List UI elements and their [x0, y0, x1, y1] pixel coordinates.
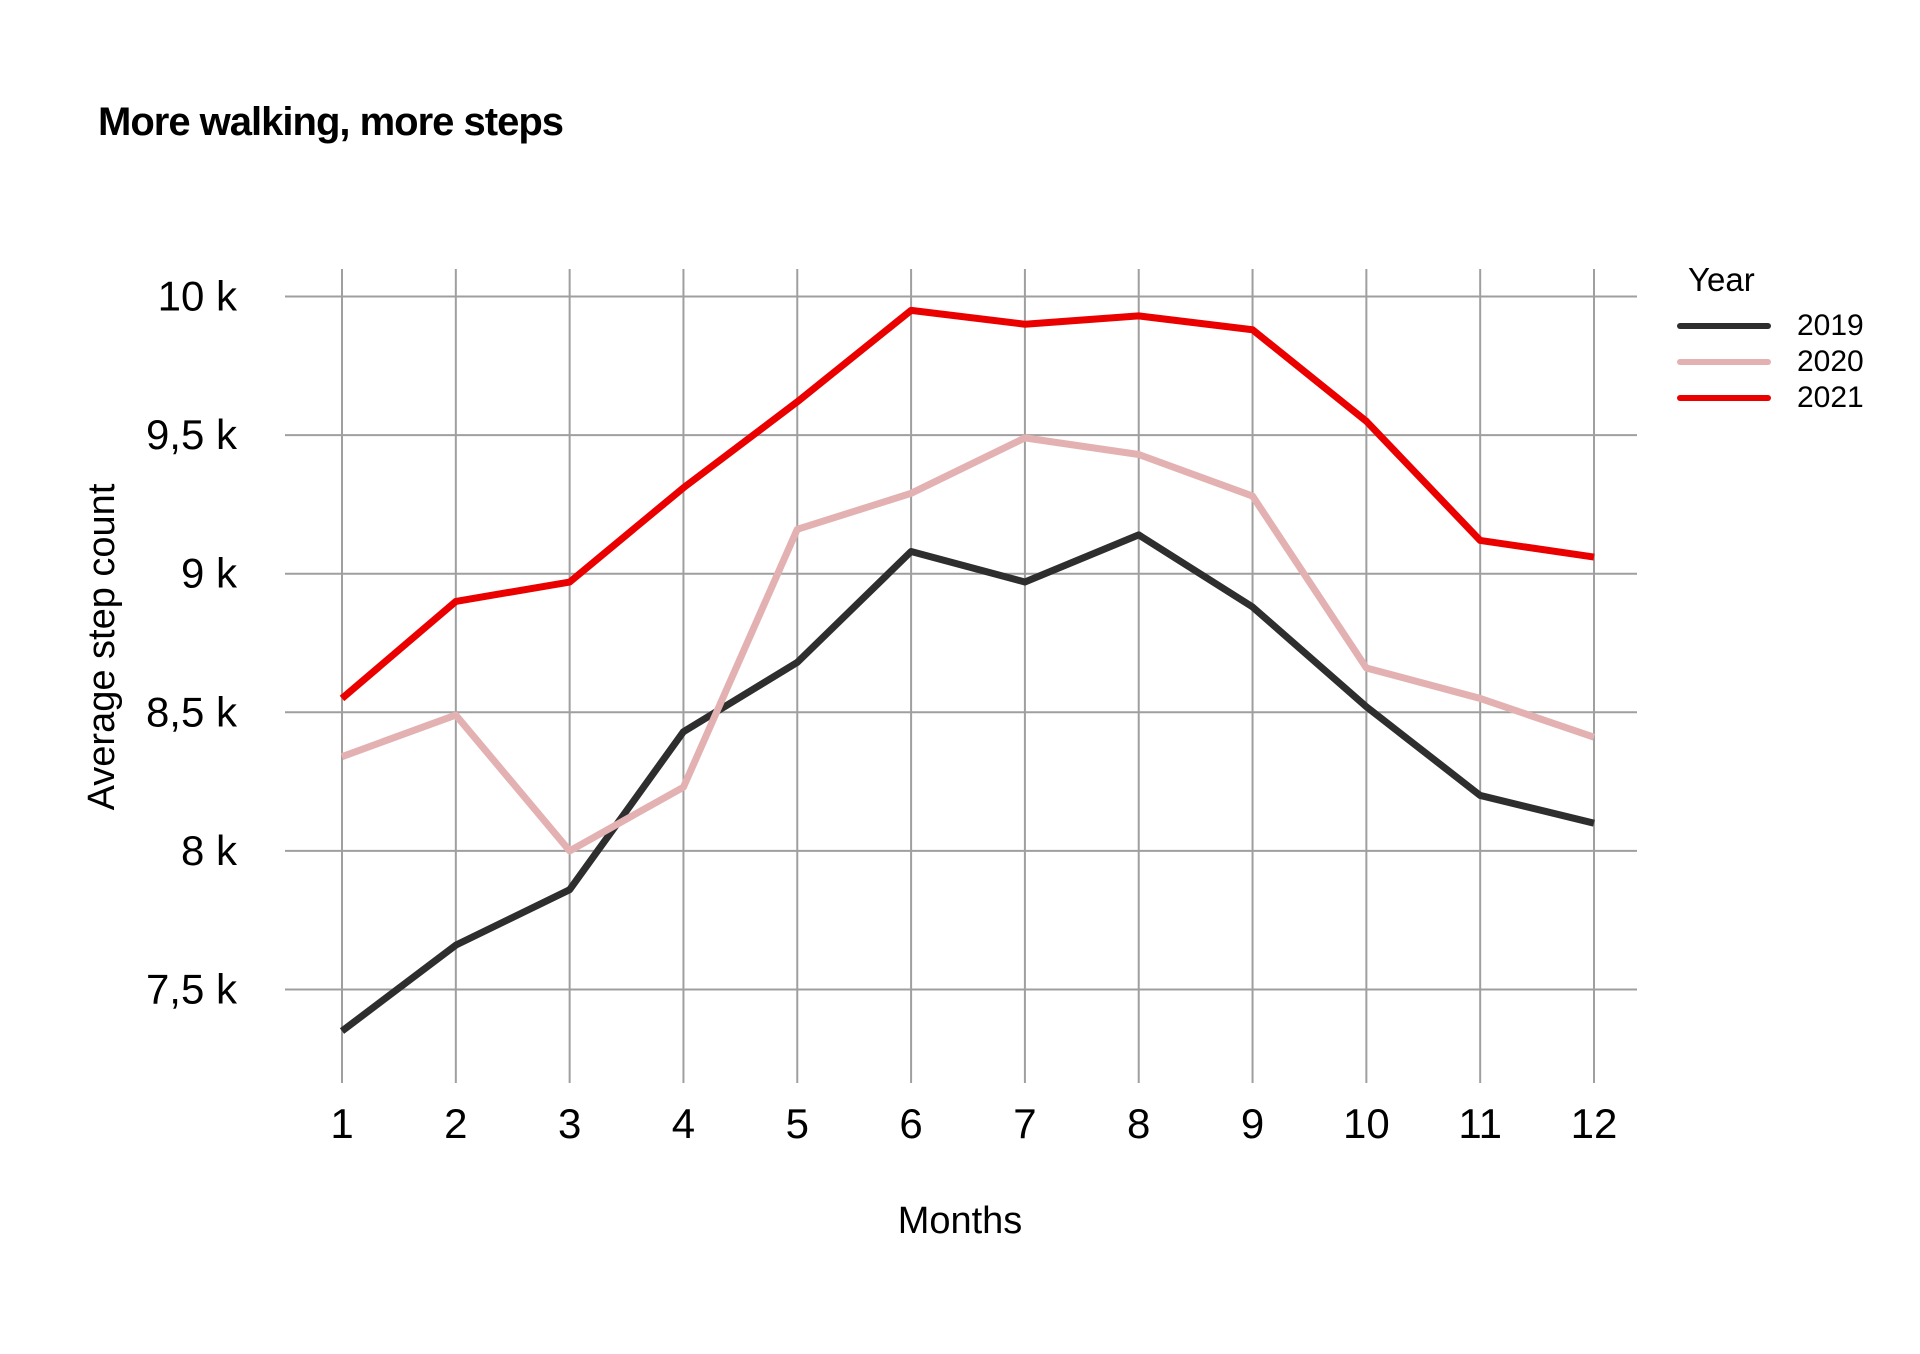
legend-swatch-2021 [1677, 395, 1771, 402]
x-tick-label: 8 [1127, 1100, 1150, 1147]
legend-swatch-2019 [1677, 323, 1771, 330]
legend-title: Year [1688, 261, 1755, 298]
legend-item-2020: 2020 [1677, 344, 1897, 380]
legend: Year 2019 2020 2021 [1677, 261, 1897, 416]
x-tick-label: 1 [330, 1100, 353, 1147]
legend-label-2021: 2021 [1797, 381, 1864, 415]
y-tick-label: 10 k [158, 273, 238, 320]
y-tick-label: 8,5 k [146, 688, 238, 735]
chart-title: More walking, more steps [98, 100, 564, 144]
y-tick-label: 9 k [181, 550, 238, 597]
series-line-2020 [340, 434, 1596, 855]
x-axis-tick-labels: 1 2 3 4 5 6 7 8 9 10 11 12 [330, 1100, 1617, 1147]
x-tick-label: 6 [899, 1100, 922, 1147]
x-tick-label: 9 [1241, 1100, 1264, 1147]
legend-label-2020: 2020 [1797, 345, 1864, 379]
x-tick-label: 5 [786, 1100, 809, 1147]
y-tick-label: 7,5 k [146, 966, 238, 1013]
y-tick-label: 9,5 k [146, 411, 238, 458]
x-tick-label: 7 [1013, 1100, 1036, 1147]
vertical-gridlines [341, 269, 1595, 1083]
x-tick-label: 12 [1571, 1100, 1618, 1147]
horizontal-gridlines [285, 295, 1637, 991]
y-tick-label: 8 k [181, 827, 238, 874]
y-axis-tick-labels: 7,5 k 8 k 8,5 k 9 k 9,5 k 10 k [146, 273, 238, 1013]
x-axis-title: Months [898, 1200, 1023, 1242]
legend-item-2019: 2019 [1677, 308, 1897, 344]
y-axis-title: Average step count [81, 483, 123, 810]
legend-label-2019: 2019 [1797, 309, 1864, 343]
x-tick-label: 4 [672, 1100, 695, 1147]
series-line-2021 [339, 306, 1595, 702]
legend-swatch-2020 [1677, 359, 1771, 366]
x-tick-label: 10 [1343, 1100, 1390, 1147]
legend-item-2021: 2021 [1677, 380, 1897, 416]
series-line-2019 [339, 531, 1595, 1034]
x-tick-label: 2 [444, 1100, 467, 1147]
x-tick-label: 3 [558, 1100, 581, 1147]
x-tick-label: 11 [1458, 1100, 1502, 1147]
